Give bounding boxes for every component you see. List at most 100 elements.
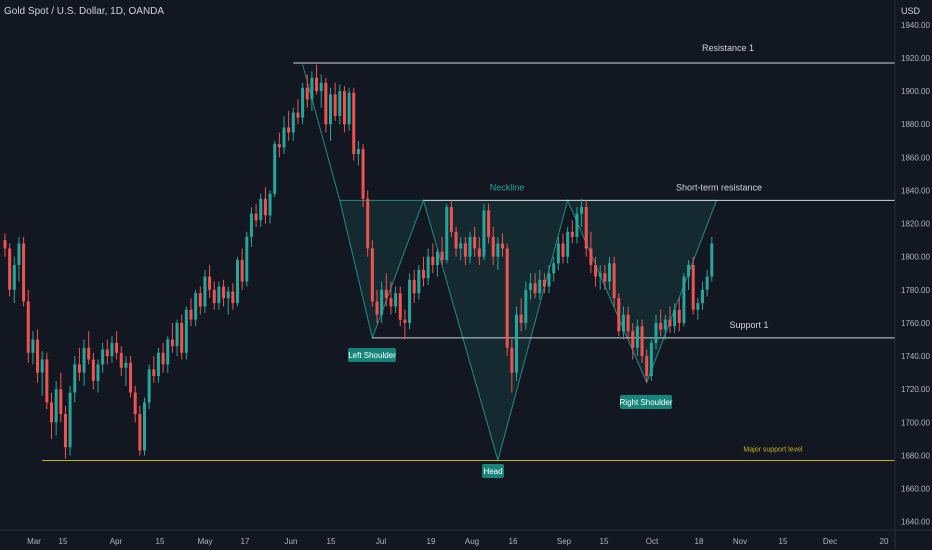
candle-body: [366, 198, 370, 249]
levels-layer: [42, 62, 895, 461]
candle-body: [73, 364, 77, 393]
candle-body: [612, 263, 616, 299]
candle-body: [547, 273, 551, 287]
candle-body: [375, 301, 379, 315]
candle-body: [445, 207, 449, 261]
candle-body: [696, 303, 700, 310]
candle-body: [124, 362, 128, 368]
y-tick-label: 1900.00: [901, 87, 930, 96]
candle-body: [398, 293, 402, 320]
candle-body: [208, 276, 212, 290]
candle-body: [468, 236, 472, 257]
candle-body: [566, 231, 570, 257]
candle-body: [166, 339, 170, 365]
y-tick-label: 1940.00: [901, 21, 930, 30]
major-support-label: Major support level: [743, 446, 803, 453]
y-tick-label: 1800.00: [901, 253, 930, 262]
right-shoulder-label-bg: [620, 395, 672, 409]
candle-body: [305, 87, 309, 100]
x-tick-label: Dec: [823, 537, 837, 546]
candle-body: [580, 207, 584, 214]
head-label-bg: [482, 464, 504, 478]
y-tick-label: 1740.00: [901, 352, 930, 361]
candle-body: [152, 369, 156, 376]
x-tick-label: 19: [427, 537, 436, 546]
candle-body: [263, 198, 267, 216]
candle-body: [254, 213, 258, 221]
candle-body: [212, 289, 216, 304]
candle-body: [143, 402, 146, 451]
candle-body: [454, 231, 458, 249]
candle-body: [96, 364, 100, 381]
candle-body: [575, 213, 579, 237]
y-tick-label: 1860.00: [901, 153, 930, 162]
candle-body: [426, 256, 430, 279]
candle-body: [431, 256, 435, 265]
candle-body: [403, 319, 407, 323]
candle-body: [156, 352, 160, 376]
x-axis: Mar 15 Apr 15 May 17 Jun 15 Jul 19 Aug 16 Sep 15 Oct 18…: [0, 529, 932, 546]
y-tick-label: 1720.00: [901, 385, 930, 394]
x-tick-label: Mar: [27, 537, 41, 546]
x-tick-label: 15: [327, 537, 336, 546]
candle-body: [589, 248, 593, 265]
candle-body: [310, 77, 314, 100]
candle-body: [301, 87, 305, 118]
y-tick-label: 1660.00: [901, 485, 930, 494]
candle-body: [333, 94, 337, 116]
candle-body: [324, 82, 328, 125]
candle-body: [463, 243, 467, 257]
x-tick-label: Apr: [110, 537, 123, 546]
candle-body: [608, 263, 611, 282]
candle-body: [115, 342, 119, 353]
neckline-label: Neckline: [490, 182, 525, 192]
candle-body: [682, 276, 686, 323]
left-shoulder-fill: [339, 200, 424, 338]
candle-body: [603, 273, 607, 282]
candle-body: [217, 286, 221, 304]
candle-body: [538, 279, 542, 294]
candle-body: [645, 356, 649, 376]
candle-body: [556, 243, 560, 264]
candle-body: [184, 309, 188, 353]
candle-body: [12, 265, 16, 290]
x-tick-label: Jun: [285, 537, 298, 546]
candle-body: [412, 279, 416, 294]
candle-body: [649, 342, 653, 376]
candle-body: [36, 339, 40, 373]
y-tick-label: 1920.00: [901, 54, 930, 63]
head-fill: [423, 200, 568, 461]
candle-body: [17, 243, 21, 265]
candle-body: [687, 265, 691, 277]
candle-body: [380, 289, 384, 315]
candle-body: [677, 309, 681, 323]
candle-body: [352, 92, 356, 155]
candle-body: [668, 319, 672, 327]
candle-body: [515, 314, 518, 373]
candle-body: [91, 359, 95, 381]
candle-body: [640, 326, 644, 357]
candle-body: [282, 127, 286, 148]
candle-body: [449, 207, 453, 232]
candle-body: [584, 207, 588, 249]
candle-body: [273, 144, 277, 194]
y-tick-label: 1760.00: [901, 319, 930, 328]
labels-layer: Resistance 1 Short-term resistance Necklin…: [348, 43, 803, 478]
candle-body: [510, 347, 514, 373]
candle-body: [663, 319, 667, 330]
x-tick-label: 20: [880, 537, 889, 546]
candle-body: [31, 339, 35, 353]
candle-body: [361, 149, 365, 199]
candle-body: [194, 293, 198, 320]
candle-body: [198, 293, 202, 307]
x-tick-label: 18: [695, 537, 704, 546]
candle-body: [138, 414, 142, 451]
candle-body: [245, 236, 249, 282]
candle-body: [654, 322, 658, 343]
candle-body: [161, 352, 165, 365]
candle-body: [203, 276, 207, 307]
candle-body: [287, 127, 291, 133]
candle-body: [594, 265, 598, 277]
candle-body: [54, 389, 58, 423]
